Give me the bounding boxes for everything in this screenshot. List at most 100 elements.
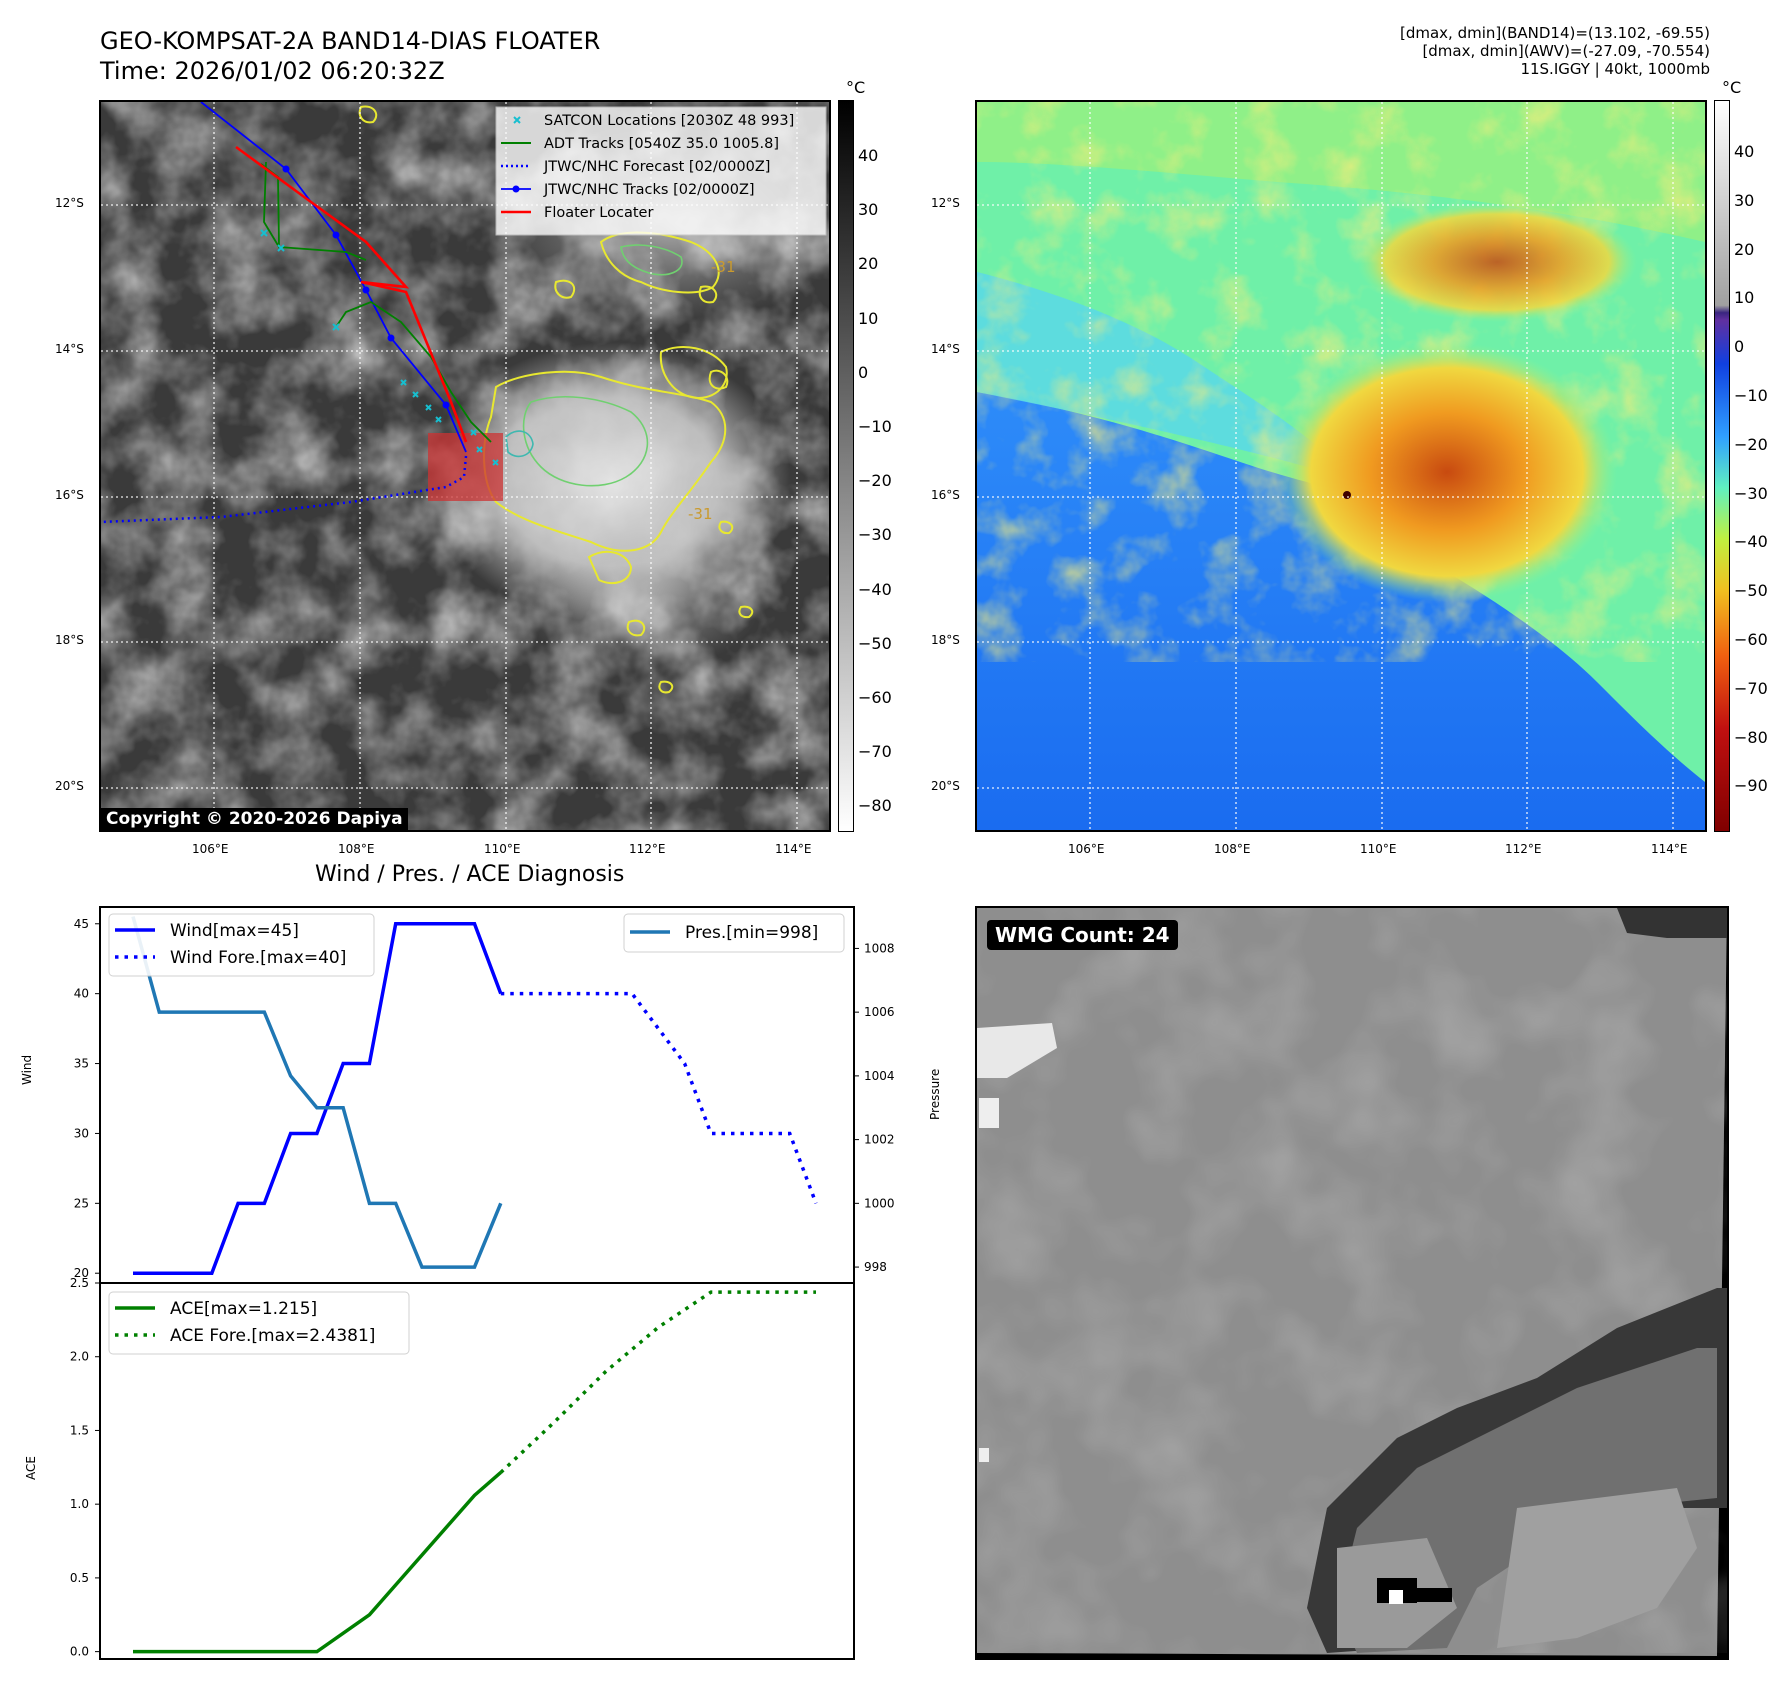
color-map-svg [977, 102, 1705, 830]
gray-colorbar-tick: −10 [858, 417, 892, 436]
lat-tick-label: 14°S [55, 342, 84, 356]
contour-label-1: -31 [711, 258, 736, 276]
ace-legend: ACE[max=1.215] ACE Fore.[max=2.4381] [108, 1291, 410, 1355]
legend-floater: Floater Locater [544, 205, 653, 221]
lon-tick-label: 108°E [338, 842, 375, 856]
lat-tick-label: 12°S [931, 196, 960, 210]
lat-tick-label: 20°S [931, 779, 960, 793]
lat-tick-label: 18°S [55, 633, 84, 647]
lat-tick-label: 18°S [931, 633, 960, 647]
wind-tick-label: 45 [74, 917, 89, 931]
ace-tick-label: 1.5 [70, 1423, 89, 1437]
ace-chart: 0.0 0.5 1.0 1.5 2.0 2.5 ACE[max=1.215] ACE Fore… [70, 1276, 855, 1660]
chart-title: GEO-KOMPSAT-2A BAND14-DIAS FLOATER Time:… [100, 26, 600, 86]
gray-colorbar-unit: °C [846, 78, 866, 97]
color-colorbar-tick: −30 [1734, 483, 1768, 503]
grayscale-map-svg: -31 -31 [101, 102, 829, 830]
legend-jtwc-forecast: JTWC/NHC Forecast [02/0000Z] [543, 159, 770, 175]
wind-fore-legend-label: Wind Fore.[max=40] [170, 948, 346, 968]
ace-line [133, 1471, 502, 1654]
wind-legend: Wind[max=45] Wind Fore.[max=40] [108, 913, 375, 977]
color-colorbar-tick: −60 [1734, 630, 1768, 649]
pressure-tick-label: 1006 [864, 1005, 895, 1019]
color-colorbar-tick: 30 [1734, 190, 1755, 210]
ace-tick-label: 2.0 [70, 1350, 89, 1364]
ace-svg: 0.0 0.5 1.0 1.5 2.0 2.5 ACE[max=1.215] ACE Fore… [70, 1276, 855, 1660]
lat-tick-label: 16°S [931, 488, 960, 502]
wind-legend-label: Wind[max=45] [170, 921, 299, 941]
copyright-label: Copyright © 2020-2026 Dapiya [101, 808, 408, 830]
pressure-legend: Pres.[min=998] [623, 913, 845, 953]
legend-adt: ADT Tracks [0540Z 35.0 1005.8] [544, 136, 779, 152]
contour-label-2: -31 [688, 505, 713, 523]
color-colorbar-tick: 40 [1734, 142, 1755, 161]
legend-jtwc-tracks: JTWC/NHC Tracks [02/0000Z] [543, 182, 755, 198]
info-block: [dmax, dmin](BAND14)=(13.102, -69.55) [d… [1400, 24, 1710, 78]
wmg-svg [977, 908, 1727, 1658]
gray-colorbar [838, 100, 854, 832]
lon-tick-label: 114°E [775, 842, 812, 856]
color-enhanced-map [975, 100, 1707, 832]
gray-colorbar-tick: 30 [858, 200, 879, 220]
lat-tick-label: 16°S [55, 488, 84, 502]
lon-tick-label: 110°E [484, 842, 521, 856]
color-colorbar-tick: −80 [1734, 727, 1768, 747]
lon-tick-label: 106°E [1068, 842, 1105, 856]
gray-colorbar-tick: −50 [858, 633, 892, 653]
gray-colorbar-tick: 10 [858, 308, 879, 328]
wind-tick-label: 40 [74, 987, 89, 1001]
gray-colorbar-tick: −70 [858, 742, 892, 762]
info-line-2: [dmax, dmin](AWV)=(-27.09, -70.554) [1422, 42, 1710, 60]
wind-tick-label: 25 [74, 1196, 89, 1210]
lon-tick-label: 108°E [1214, 842, 1251, 856]
lat-tick-label: 20°S [55, 779, 84, 793]
ace-fore-legend-label: ACE Fore.[max=2.4381] [170, 1326, 375, 1346]
color-colorbar-tick: −90 [1734, 776, 1768, 796]
wind-legend-box [108, 913, 375, 977]
ace-tick-label: 0.5 [70, 1571, 89, 1585]
color-colorbar-tick: 10 [1734, 288, 1755, 308]
lat-tick-label: 12°S [55, 196, 84, 210]
pressure-tick-label: 1008 [864, 941, 895, 955]
color-colorbar-unit: °C [1722, 78, 1742, 97]
gray-colorbar-tick: −80 [858, 796, 892, 816]
wind-tick-label: 35 [74, 1057, 89, 1071]
wind-line [133, 922, 503, 1275]
gray-colorbar-tick: −40 [858, 579, 892, 599]
pressure-legend-label: Pres.[min=998] [685, 923, 818, 943]
info-line-1: [dmax, dmin](BAND14)=(13.102, -69.55) [1399, 24, 1710, 42]
gray-colorbar-tick: 20 [858, 254, 879, 274]
wind-pressure-chart: 20 25 30 35 40 45 998 1000 1002 1004 1006 1008 Wind[… [74, 906, 895, 1284]
gray-colorbar-tick: −60 [858, 688, 892, 707]
grayscale-satellite-map: -31 -31 [99, 100, 831, 832]
lat-tick-label: 14°S [931, 342, 960, 356]
color-colorbar-tick: 0 [1734, 337, 1745, 357]
ace-legend-label: ACE[max=1.215] [170, 1299, 317, 1319]
ace-tick-label: 0.0 [70, 1645, 89, 1659]
pressure-ylabel: Pressure [928, 1068, 942, 1120]
wmg-count-label: WMG Count: 24 [987, 920, 1178, 950]
pressure-tick-label: 1002 [864, 1133, 895, 1147]
gray-colorbar-tick: 0 [858, 362, 869, 382]
title-line-2: Time: 2026/01/02 06:20:32Z [100, 57, 445, 85]
wind-tick-label: 30 [74, 1126, 89, 1140]
gray-colorbar-tick: 40 [858, 146, 879, 165]
map-legend: SATCON Locations [2030Z 48 993] ADT Trac… [501, 113, 794, 221]
gray-colorbar-tick: −30 [858, 525, 892, 545]
ace-tick-label: 1.0 [70, 1497, 89, 1511]
ace-ylabel: ACE [24, 1456, 38, 1480]
color-colorbar-tick: −70 [1734, 678, 1768, 698]
color-colorbar-tick: −10 [1734, 386, 1768, 405]
diagnosis-title: Wind / Pres. / ACE Diagnosis [315, 862, 625, 887]
pressure-legend-box [623, 913, 845, 953]
title-line-1: GEO-KOMPSAT-2A BAND14-DIAS FLOATER [100, 27, 601, 55]
gray-colorbar-tick: −20 [858, 471, 892, 491]
lon-tick-label: 110°E [1360, 842, 1397, 856]
lon-tick-label: 106°E [192, 842, 229, 856]
color-colorbar [1714, 100, 1730, 832]
color-colorbar-tick: −40 [1734, 532, 1768, 552]
lon-tick-label: 114°E [1651, 842, 1688, 856]
lon-tick-label: 112°E [1505, 842, 1542, 856]
pressure-line [131, 916, 503, 1269]
lon-tick-label: 112°E [629, 842, 666, 856]
